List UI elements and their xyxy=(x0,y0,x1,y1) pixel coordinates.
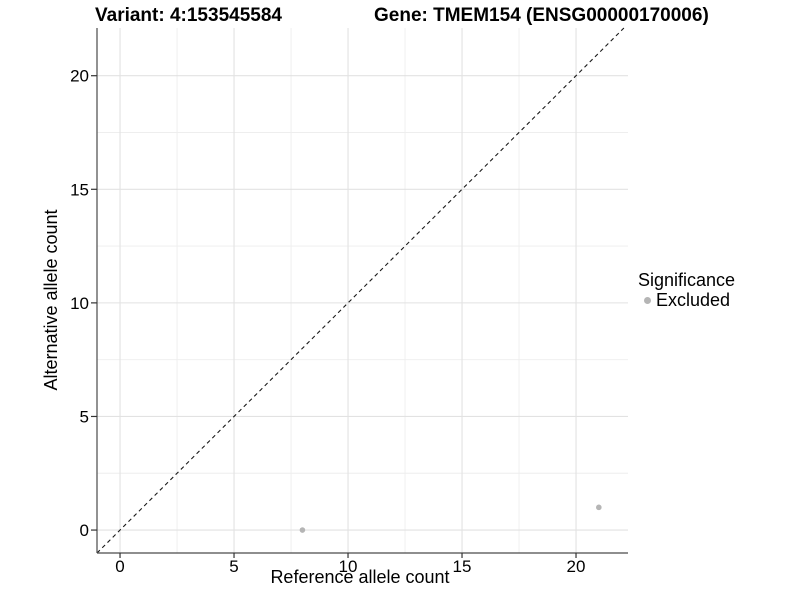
axis-layer: 0 5 10 15 20 0 5 10 15 20 xyxy=(70,28,628,576)
x-tick-label: 10 xyxy=(339,557,358,576)
grid-layer xyxy=(97,28,628,553)
legend: Significance Excluded xyxy=(638,270,735,311)
identity-line-layer xyxy=(96,27,625,554)
legend-item-label: Excluded xyxy=(656,290,731,310)
point-layer xyxy=(299,504,602,533)
data-point xyxy=(299,527,306,533)
gene-title: Gene: TMEM154 (ENSG00000170006) xyxy=(374,5,709,26)
y-tick-label: 10 xyxy=(70,294,89,313)
x-axis-title: Reference allele count xyxy=(270,567,449,587)
y-tick-label: 5 xyxy=(80,407,89,426)
variant-title: Variant: 4:153545584 xyxy=(95,5,282,26)
legend-title: Significance xyxy=(638,270,736,290)
x-tick-label: 5 xyxy=(229,557,238,576)
data-point xyxy=(596,504,602,511)
x-tick-label: 20 xyxy=(567,557,586,576)
y-tick-label: 15 xyxy=(70,180,89,199)
x-tick-label: 0 xyxy=(115,557,124,576)
legend-item-excluded: Excluded xyxy=(638,290,735,311)
excluded-point-icon xyxy=(644,297,651,304)
y-tick-label: 0 xyxy=(80,521,89,540)
y-axis-title: Alternative allele count xyxy=(41,209,61,390)
y-tick-label: 20 xyxy=(70,67,89,86)
identity-line xyxy=(96,27,625,554)
x-tick-label: 15 xyxy=(453,557,472,576)
